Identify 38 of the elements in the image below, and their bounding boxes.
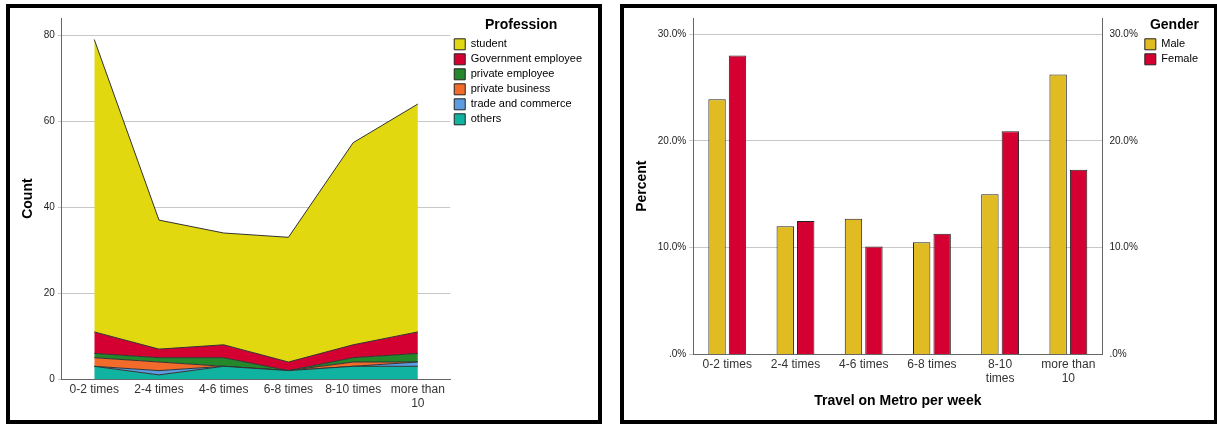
y-tick-label: 30.0% bbox=[657, 27, 687, 39]
y-tick-label: 60 bbox=[43, 114, 56, 126]
legend-label: Male bbox=[1161, 37, 1186, 50]
legend-label: Government employee bbox=[470, 52, 582, 65]
x-tick-label: 0-2 times bbox=[69, 381, 119, 396]
y2-tick-label: 20.0% bbox=[1109, 134, 1138, 146]
y2-tick-label: 30.0% bbox=[1109, 27, 1138, 39]
x-tick-label: 2-4 times bbox=[134, 381, 184, 396]
y-tick-label: .0% bbox=[668, 348, 687, 360]
x-tick-label: 6-8 times bbox=[907, 356, 957, 371]
x-axis-title: Travel on Metro per week bbox=[814, 392, 982, 409]
x-tick-label: 4-6 times bbox=[839, 356, 889, 371]
y2-tick-label: 10.0% bbox=[1109, 241, 1138, 253]
legend-label: trade and commerce bbox=[470, 97, 572, 110]
y-tick-label: 80 bbox=[43, 28, 56, 40]
x-tick-label: 8-10 times bbox=[985, 356, 1015, 386]
x-tick-label: 2-4 times bbox=[770, 356, 821, 371]
legend-title: Profession bbox=[484, 15, 558, 32]
x-tick-label: 8-10 times bbox=[325, 381, 382, 396]
y-tick-label: 0 bbox=[49, 372, 56, 384]
y-axis-title: Percent bbox=[633, 160, 650, 212]
x-tick-label: 0-2 times bbox=[702, 356, 752, 371]
legend-label: private employee bbox=[470, 67, 555, 80]
y-tick-label: 20.0% bbox=[657, 134, 687, 146]
x-tick-label: 4-6 times bbox=[199, 381, 249, 396]
y-tick-label: 40 bbox=[43, 200, 56, 212]
x-tick-label: more than 10 bbox=[390, 381, 445, 411]
y-axis-title: Count bbox=[19, 178, 36, 219]
y2-tick-label: .0% bbox=[1109, 348, 1127, 360]
x-tick-label: 6-8 times bbox=[263, 381, 314, 396]
y-tick-label: 10.0% bbox=[657, 241, 687, 253]
y-tick-label: 20 bbox=[43, 286, 56, 298]
legend-label: student bbox=[470, 37, 507, 50]
legend-title: Gender bbox=[1149, 15, 1200, 32]
legend-label: Female bbox=[1161, 52, 1199, 65]
legend-label: others bbox=[470, 112, 502, 125]
legend-label: private business bbox=[470, 82, 551, 95]
x-tick-label: more than 10 bbox=[1041, 356, 1096, 386]
